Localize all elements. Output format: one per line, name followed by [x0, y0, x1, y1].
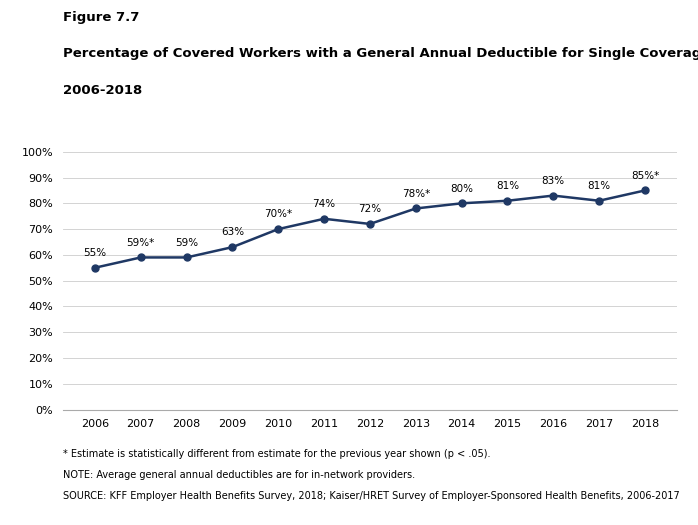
Text: 80%: 80% — [450, 184, 473, 194]
Text: 59%: 59% — [175, 238, 198, 248]
Text: SOURCE: KFF Employer Health Benefits Survey, 2018; Kaiser/HRET Survey of Employe: SOURCE: KFF Employer Health Benefits Sur… — [63, 491, 680, 501]
Text: Percentage of Covered Workers with a General Annual Deductible for Single Covera: Percentage of Covered Workers with a Gen… — [63, 47, 698, 60]
Text: 70%*: 70%* — [265, 209, 292, 219]
Text: 83%: 83% — [542, 176, 565, 186]
Text: 55%: 55% — [83, 248, 107, 258]
Text: 78%*: 78%* — [401, 189, 430, 199]
Text: 2006-2018: 2006-2018 — [63, 84, 142, 97]
Text: * Estimate is statistically different from estimate for the previous year shown : * Estimate is statistically different fr… — [63, 449, 490, 459]
Text: 59%*: 59%* — [126, 238, 155, 248]
Text: 63%: 63% — [221, 227, 244, 237]
Text: 81%: 81% — [588, 181, 611, 191]
Text: 74%: 74% — [313, 199, 336, 209]
Text: NOTE: Average general annual deductibles are for in-network providers.: NOTE: Average general annual deductibles… — [63, 470, 415, 480]
Text: 81%: 81% — [496, 181, 519, 191]
Text: 72%: 72% — [358, 204, 382, 214]
Text: 85%*: 85%* — [631, 171, 659, 181]
Text: Figure 7.7: Figure 7.7 — [63, 10, 139, 24]
